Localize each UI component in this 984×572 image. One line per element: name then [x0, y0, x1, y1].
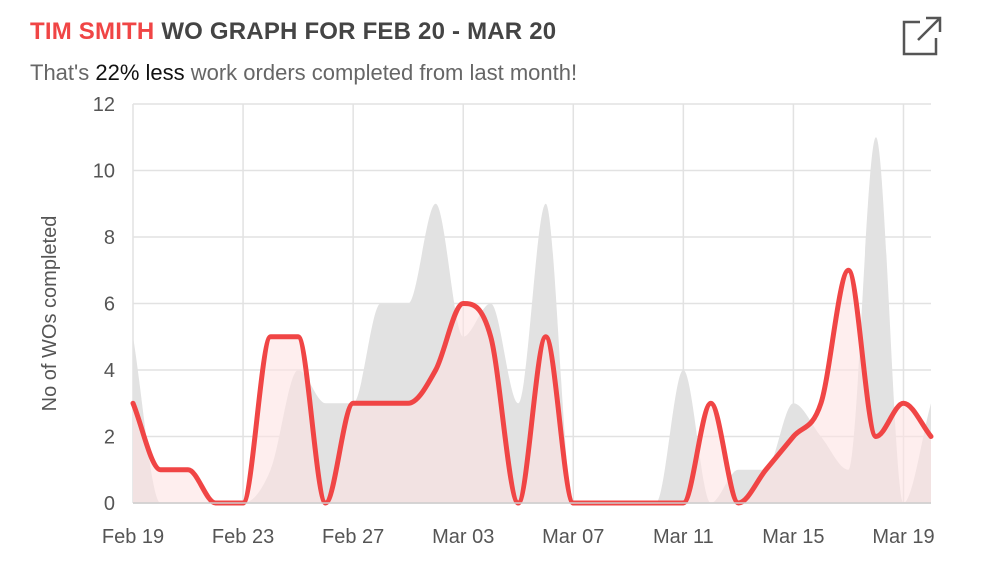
x-tick-label: Mar 19: [872, 526, 934, 548]
y-tick-label: 10: [93, 161, 115, 183]
chart-title: TIM SMITH WO GRAPH FOR FEB 20 - MAR 20: [30, 18, 556, 46]
y-tick-label: 0: [104, 493, 115, 515]
y-tick-label: 4: [104, 360, 115, 382]
previous-month-area-fill: [133, 137, 931, 503]
x-tick-label: Mar 11: [653, 526, 714, 548]
previous-month-area: [133, 137, 931, 503]
x-tick-label: Mar 03: [432, 526, 494, 548]
subtitle-prefix: That's: [30, 60, 96, 85]
current-month-area-fill: [133, 270, 931, 503]
axes: 0 2 4 6 8 10 12 Feb 19 Feb 23 Feb 27 Mar 03 Mar 07 M…: [39, 94, 935, 548]
current-month-series: [130, 267, 934, 506]
subtitle-suffix: work orders completed from last month!: [184, 60, 578, 85]
subtitle-highlight: 22% less: [95, 60, 185, 85]
y-axis-title: No of WOs completed: [39, 216, 61, 412]
y-tick-label: 8: [104, 227, 115, 249]
x-tick-label: Feb 19: [102, 526, 164, 548]
y-tick-label: 6: [104, 294, 115, 316]
x-tick-label: Feb 27: [322, 526, 384, 548]
y-tick-label: 2: [104, 427, 115, 449]
y-tick-label: 12: [93, 94, 115, 116]
technician-name: TIM SMITH: [30, 18, 155, 45]
chart-title-rest: WO GRAPH FOR FEB 20 - MAR 20: [154, 18, 557, 45]
current-month-line: [130, 267, 934, 506]
external-link-icon[interactable]: [900, 14, 944, 58]
x-tick-label: Mar 07: [542, 526, 604, 548]
x-tick-label: Mar 15: [762, 526, 824, 548]
chart-subtitle: That's 22% less work orders completed fr…: [30, 60, 577, 86]
x-tick-label: Feb 23: [212, 526, 274, 548]
